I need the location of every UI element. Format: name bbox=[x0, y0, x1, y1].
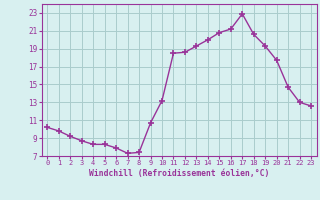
X-axis label: Windchill (Refroidissement éolien,°C): Windchill (Refroidissement éolien,°C) bbox=[89, 169, 269, 178]
